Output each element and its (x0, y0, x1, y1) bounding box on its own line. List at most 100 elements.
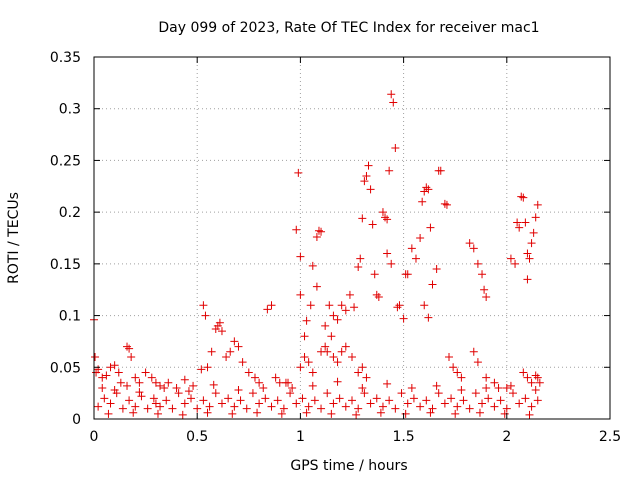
data-point-marker (174, 389, 183, 398)
data-point-marker (378, 402, 387, 411)
data-point-marker (321, 342, 330, 351)
data-point-marker (482, 292, 491, 301)
data-point-marker (360, 389, 369, 398)
data-point-marker (298, 394, 307, 403)
data-point-marker (292, 225, 301, 234)
data-point-marker (259, 383, 268, 392)
data-point-marker (279, 404, 288, 413)
data-point-marker (490, 378, 499, 387)
data-point-marker (480, 285, 489, 294)
data-point-marker (153, 409, 162, 418)
data-point-marker (199, 301, 208, 310)
data-point-marker (494, 383, 503, 392)
data-point-marker (277, 409, 286, 418)
data-point-marker (207, 347, 216, 356)
data-point-marker (98, 383, 107, 392)
data-point-marker (236, 396, 245, 405)
data-point-marker (314, 226, 323, 235)
data-point-marker (147, 373, 156, 382)
x-tick-label: 1 (296, 429, 305, 445)
data-point-marker (372, 394, 381, 403)
data-point-marker (201, 311, 210, 320)
data-point-marker (409, 394, 418, 403)
data-point-marker (106, 399, 115, 408)
data-point-marker (273, 396, 282, 405)
data-point-marker (465, 239, 474, 248)
data-point-marker (296, 363, 305, 372)
data-point-marker (255, 378, 264, 387)
data-point-marker (222, 352, 231, 361)
data-point-marker (500, 409, 509, 418)
data-point-marker (286, 389, 295, 398)
data-point-marker (193, 404, 202, 413)
grid-lines (94, 57, 610, 419)
data-point-marker (151, 378, 160, 387)
data-point-marker (366, 399, 375, 408)
data-point-marker (104, 409, 113, 418)
data-point-marker (428, 280, 437, 289)
data-point-marker (141, 368, 150, 377)
data-point-marker (110, 386, 119, 395)
plot-frame (93, 56, 611, 420)
data-point-marker (434, 389, 443, 398)
data-point-marker (329, 399, 338, 408)
data-point-marker (506, 254, 515, 263)
data-point-marker (335, 394, 344, 403)
data-point-marker (368, 220, 377, 229)
data-point-marker (533, 373, 542, 382)
data-point-marker (358, 363, 367, 372)
data-point-marker (248, 389, 257, 398)
data-point-marker (329, 311, 338, 320)
data-point-marker (482, 383, 491, 392)
data-point-marker (156, 381, 165, 390)
data-point-marker (354, 368, 363, 377)
data-point-marker (511, 259, 520, 268)
data-point-marker (366, 185, 375, 194)
data-point-marker (317, 227, 326, 236)
data-point-marker (348, 352, 356, 361)
data-point-marker (234, 342, 243, 351)
data-point-marker (397, 389, 406, 398)
data-point-marker (459, 396, 468, 405)
data-point-marker (531, 213, 540, 222)
data-point-marker (308, 381, 317, 390)
data-point-marker (428, 404, 437, 413)
data-point-marker (527, 402, 536, 411)
data-point-marker (160, 383, 169, 392)
data-point-marker (187, 394, 196, 403)
data-point-marker (370, 270, 379, 279)
data-point-marker (354, 404, 363, 413)
data-point-marker (422, 183, 431, 192)
data-point-marker (523, 373, 532, 382)
data-point-marker (378, 208, 387, 217)
data-point-marker (151, 399, 160, 408)
data-point-marker (116, 378, 125, 387)
data-point-marker (329, 352, 338, 361)
data-point-marker (529, 228, 538, 237)
data-point-marker (475, 408, 484, 417)
data-point-marker (178, 410, 187, 419)
data-point-marker (244, 368, 253, 377)
data-point-marker (381, 213, 390, 222)
data-point-marker (94, 365, 103, 374)
data-point-marker (91, 352, 100, 361)
data-point-marker (515, 399, 524, 408)
data-point-marker (123, 342, 132, 351)
data-point-marker (230, 402, 239, 411)
data-point-marker (205, 402, 214, 411)
x-tick-label: 1.5 (392, 429, 414, 445)
data-point-marker (395, 301, 404, 310)
data-point-marker (508, 389, 517, 398)
data-point-marker (473, 259, 482, 268)
data-point-marker (360, 177, 369, 186)
data-point-marker (131, 402, 140, 411)
y-tick-label: 0.05 (50, 360, 81, 376)
data-point-marker (296, 252, 305, 261)
data-point-marker (127, 352, 136, 361)
data-point-marker (521, 394, 530, 403)
data-point-marker (449, 363, 458, 372)
data-point-marker (401, 409, 410, 418)
data-point-marker (362, 171, 371, 180)
data-point-marker (300, 352, 309, 361)
